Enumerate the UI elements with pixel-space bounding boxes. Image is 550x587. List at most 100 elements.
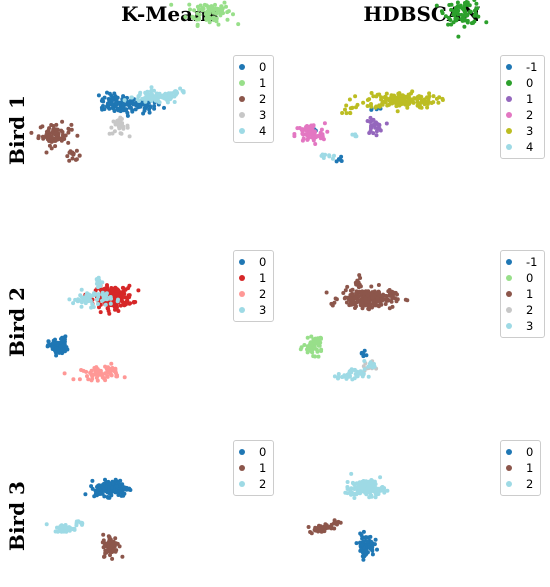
legend-label: 1 <box>259 76 267 90</box>
scatter-point-cluster-2 <box>101 375 105 380</box>
scatter-point-cluster-0 <box>462 24 467 29</box>
scatter-point-cluster-0 <box>363 535 368 540</box>
scatter-point-cluster-1 <box>386 289 391 294</box>
scatter-point-cluster-0 <box>96 483 100 488</box>
scatter-point-cluster-2 <box>292 134 297 139</box>
legend-5: 0 1 2 <box>233 440 275 496</box>
legend-marker <box>239 128 245 134</box>
scatter-point-cluster-3 <box>96 302 100 306</box>
scatter-point-cluster-0 <box>116 107 121 112</box>
column-title-hdbscan: HDBSCAN <box>363 2 481 26</box>
legend-label: 4 <box>526 140 534 154</box>
scatter-point-cluster-3 <box>384 96 389 101</box>
legend-label: 3 <box>526 124 534 138</box>
scatter-point-cluster-3 <box>90 302 95 306</box>
legend-label: 0 <box>526 445 534 459</box>
legend-marker <box>239 259 245 265</box>
scatter-point-cluster-0 <box>375 547 379 552</box>
scatter-point-cluster-3 <box>422 102 427 107</box>
scatter-point-cluster-2 <box>345 487 350 491</box>
scatter-point-cluster-1 <box>376 283 381 287</box>
scatter-point-cluster-2 <box>345 480 350 484</box>
legend-item-0: 0 <box>239 59 266 75</box>
scatter-point-cluster-2 <box>44 129 49 134</box>
scatter-point-cluster-0 <box>112 91 117 96</box>
scatter-point-cluster-1 <box>98 310 103 315</box>
scatter-point-cluster-2 <box>66 130 71 135</box>
scatter-point-cluster-0 <box>475 6 480 11</box>
scatter-point-cluster-4 <box>122 98 127 103</box>
scatter-point-cluster-1 <box>371 117 376 122</box>
scatter-point-cluster-1 <box>354 304 358 309</box>
scatter-point-cluster-3 <box>336 372 341 376</box>
scatter-point-cluster-1 <box>353 295 358 300</box>
scatter-point-cluster-0 <box>121 102 126 106</box>
scatter-point-cluster-1 <box>383 302 388 306</box>
scatter-point-cluster-2 <box>300 131 305 136</box>
scatter-point-cluster-1 <box>215 6 220 11</box>
scatter-point-cluster-0 <box>142 108 147 113</box>
scatter-point-cluster-0 <box>369 540 374 545</box>
scatter-point-cluster-1 <box>365 303 370 308</box>
scatter-point-cluster-4 <box>353 134 358 139</box>
scatter-point-cluster-0 <box>58 344 63 349</box>
legend-item-1: 1 <box>506 91 537 107</box>
scatter-point-cluster-3 <box>71 301 76 306</box>
scatter-point-cluster-3 <box>397 103 402 108</box>
legend-marker <box>506 112 512 118</box>
scatter-point-cluster-4 <box>157 100 162 105</box>
scatter-point-cluster-0 <box>128 105 133 110</box>
scatter-point-cluster-1 <box>116 309 121 313</box>
scatter-point-cluster-3 <box>84 293 89 298</box>
scatter-point-cluster-1 <box>348 293 353 297</box>
scatter-point-cluster-2 <box>369 494 374 499</box>
legend-marker <box>506 323 512 329</box>
legend-marker <box>239 96 245 102</box>
scatter-point-cluster-3 <box>348 110 352 115</box>
scatter-point-cluster-3 <box>116 124 121 129</box>
scatter-point-cluster-3 <box>344 376 349 381</box>
scatter-point-cluster-3 <box>115 299 120 304</box>
scatter-point-cluster-2 <box>63 525 68 530</box>
scatter-point-cluster-1 <box>120 293 125 297</box>
scatter-point-cluster-1 <box>200 6 205 10</box>
legend-item-1: 1 <box>506 460 533 476</box>
scatter-point-cluster-1 <box>357 294 361 299</box>
scatter-point-cluster-2 <box>52 131 57 136</box>
scatter-point-cluster-2 <box>303 128 308 133</box>
scatter-point-cluster-2 <box>375 487 380 492</box>
scatter-point-cluster-1 <box>222 0 227 5</box>
scatter-point-cluster-1 <box>213 2 217 7</box>
scatter-point-cluster-1 <box>225 17 230 22</box>
scatter-point-cluster-4 <box>172 94 177 99</box>
legend-item-4: 4 <box>239 123 266 139</box>
legend-marker <box>239 465 245 471</box>
scatter-point-cluster-0 <box>144 103 149 108</box>
legend-marker <box>506 128 512 134</box>
scatter-point-cluster-2 <box>29 130 34 135</box>
scatter-point-cluster-4 <box>149 85 154 90</box>
legend-item-0: 0 <box>506 270 537 286</box>
scatter-point-cluster-0 <box>446 22 451 27</box>
scatter-point-cluster-0 <box>472 0 477 2</box>
scatter-point-cluster-0 <box>128 101 133 106</box>
scatter-point-cluster-2 <box>47 126 52 131</box>
scatter-point-cluster-3 <box>397 91 402 96</box>
scatter-point-cluster-0 <box>130 109 135 114</box>
scatter-point-cluster-3 <box>127 134 132 139</box>
scatter-point-cluster-1 <box>330 303 335 308</box>
scatter-point-cluster-0 <box>372 542 377 547</box>
scatter-point-cluster-0 <box>54 346 59 351</box>
scatter-point-cluster-3 <box>362 359 367 363</box>
legend-marker <box>506 465 512 471</box>
scatter-point-cluster-2 <box>366 484 371 488</box>
scatter-point-cluster-2 <box>301 136 306 141</box>
scatter-point-cluster-1 <box>369 124 374 129</box>
scatter-point-cluster-0 <box>469 21 474 26</box>
scatter-point-cluster-3 <box>366 374 371 379</box>
scatter-plot-1 <box>29 0 241 163</box>
scatter-point-cluster-0 <box>110 485 114 490</box>
scatter-point-cluster-1 <box>118 303 123 308</box>
scatter-point-cluster-3 <box>406 94 411 99</box>
scatter-point-cluster-3 <box>362 367 367 372</box>
